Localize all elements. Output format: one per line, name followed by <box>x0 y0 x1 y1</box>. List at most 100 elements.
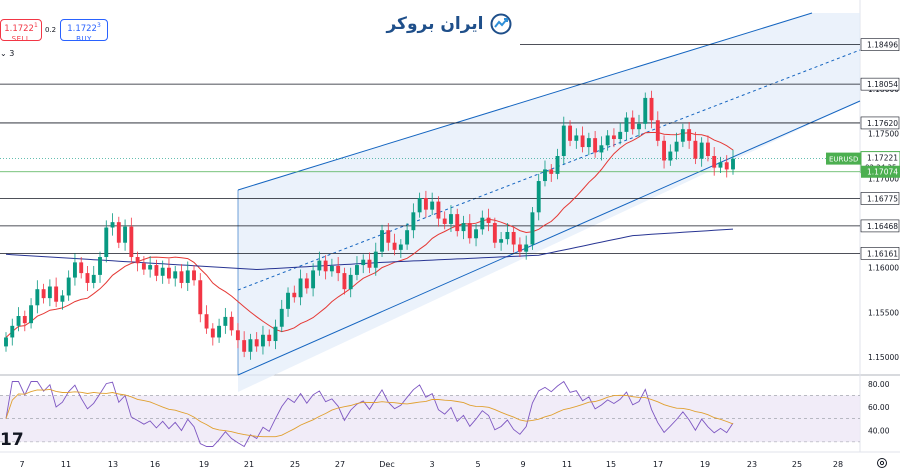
candle-body[interactable] <box>317 260 322 271</box>
candle-body[interactable] <box>599 145 604 153</box>
candle-body[interactable] <box>22 316 27 324</box>
candle-body[interactable] <box>674 141 679 152</box>
channel-lower-line[interactable] <box>237 100 861 376</box>
sell-button[interactable]: 1.17221 SELL <box>0 19 42 43</box>
candle-body[interactable] <box>311 270 316 289</box>
candle-body[interactable] <box>167 267 171 279</box>
candle-body[interactable] <box>110 222 115 228</box>
candle-body[interactable] <box>637 123 641 130</box>
candle-body[interactable] <box>173 271 178 279</box>
candle-body[interactable] <box>242 340 247 352</box>
candle-body[interactable] <box>492 223 497 243</box>
symbol-tag[interactable] <box>826 152 861 165</box>
candle-body[interactable] <box>687 129 692 141</box>
level-tag-0[interactable] <box>860 38 900 51</box>
candle-body[interactable] <box>398 244 403 250</box>
candle-body[interactable] <box>261 334 265 347</box>
candle-body[interactable] <box>536 181 541 213</box>
candle-body[interactable] <box>718 162 723 168</box>
candle-body[interactable] <box>586 138 591 148</box>
candle-body[interactable] <box>154 265 159 276</box>
candle-body[interactable] <box>561 125 566 157</box>
candle-body[interactable] <box>104 227 109 258</box>
candle-body[interactable] <box>336 265 341 274</box>
candle-body[interactable] <box>480 217 485 230</box>
candle-body[interactable] <box>10 325 15 338</box>
channel-upper-line[interactable] <box>237 12 813 191</box>
support-tag[interactable] <box>861 165 900 178</box>
candle-body[interactable] <box>279 308 284 327</box>
candle-body[interactable] <box>217 325 222 338</box>
candle-body[interactable] <box>662 140 667 161</box>
candle-body[interactable] <box>517 244 522 252</box>
candle-body[interactable] <box>198 280 203 315</box>
candle-body[interactable] <box>192 270 196 281</box>
candle-body[interactable] <box>91 274 96 283</box>
candle-body[interactable] <box>449 214 453 224</box>
candle-body[interactable] <box>649 97 654 121</box>
candle-body[interactable] <box>304 278 309 289</box>
horizontal-levels[interactable] <box>0 44 860 254</box>
candle-body[interactable] <box>705 142 710 157</box>
rsi-pane[interactable]: 80.00 60.00 40.00 <box>0 380 890 448</box>
candle-body[interactable] <box>386 230 391 243</box>
candle-body[interactable] <box>417 198 422 213</box>
candle-body[interactable] <box>348 274 353 290</box>
gear-icon[interactable] <box>876 457 888 469</box>
candle-body[interactable] <box>712 156 717 168</box>
candle-body[interactable] <box>731 158 735 170</box>
candle-body[interactable] <box>436 201 441 219</box>
candle-body[interactable] <box>79 262 84 274</box>
level-tag-2[interactable] <box>860 116 900 130</box>
candle-body[interactable] <box>223 316 228 326</box>
level-tag-4[interactable] <box>860 219 900 233</box>
candle-body[interactable] <box>605 135 610 146</box>
candle-body[interactable] <box>724 162 729 170</box>
candle-body[interactable] <box>248 339 253 352</box>
candle-body[interactable] <box>72 262 77 278</box>
candle-body[interactable] <box>47 286 52 299</box>
candle-body[interactable] <box>54 286 59 302</box>
candle-body[interactable] <box>286 292 290 309</box>
candle-body[interactable] <box>204 314 209 329</box>
candle-body[interactable] <box>129 226 134 258</box>
candle-body[interactable] <box>511 231 516 245</box>
candle-body[interactable] <box>273 326 278 342</box>
candle-body[interactable] <box>411 212 416 231</box>
candle-body[interactable] <box>442 218 447 224</box>
time-axis[interactable]: 7 11 13 16 19 21 25 27 Dec 3 5 9 11 15 17 19 23 25 28 <box>19 460 843 469</box>
candle-body[interactable] <box>549 169 554 174</box>
candle-body[interactable] <box>342 273 347 290</box>
candle-body[interactable] <box>16 316 21 326</box>
candle-body[interactable] <box>643 97 648 124</box>
candle-body[interactable] <box>392 242 397 250</box>
candle-body[interactable] <box>355 265 359 275</box>
candle-body[interactable] <box>486 217 491 224</box>
candle-body[interactable] <box>179 271 184 283</box>
price-axis[interactable]: 1.150001.155001.160001.165001.170001.175… <box>826 38 900 362</box>
candle-body[interactable] <box>116 222 121 243</box>
candle-body[interactable] <box>423 198 428 210</box>
candle-body[interactable] <box>474 229 478 239</box>
candle-body[interactable] <box>373 251 378 268</box>
candle-body[interactable] <box>380 230 384 252</box>
candle-body[interactable] <box>148 265 153 270</box>
candle-body[interactable] <box>210 328 215 338</box>
candle-body[interactable] <box>35 289 40 306</box>
candle-body[interactable] <box>680 129 685 142</box>
candle-body[interactable] <box>29 305 34 324</box>
candle-body[interactable] <box>298 278 303 298</box>
candle-body[interactable] <box>141 263 146 270</box>
candle-body[interactable] <box>574 135 579 141</box>
candle-body[interactable] <box>85 273 90 283</box>
candle-body[interactable] <box>160 267 165 276</box>
candle-body[interactable] <box>524 244 529 252</box>
candle-body[interactable] <box>611 135 616 140</box>
candle-body[interactable] <box>4 337 8 347</box>
candle-body[interactable] <box>461 223 466 232</box>
candle-body[interactable] <box>630 117 635 130</box>
candle-body[interactable] <box>655 120 660 141</box>
candle-body[interactable] <box>699 142 704 159</box>
candle-body[interactable] <box>329 265 334 272</box>
level-tag-3[interactable] <box>860 192 900 205</box>
